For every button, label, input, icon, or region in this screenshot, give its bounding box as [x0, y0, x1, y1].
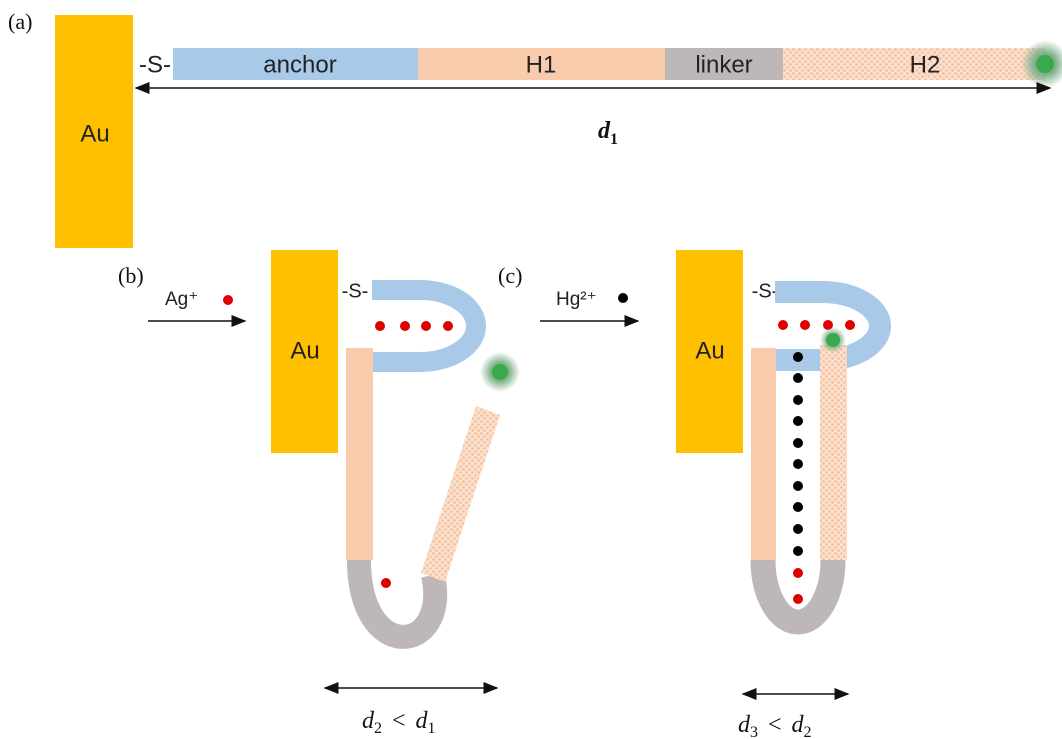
page: {"panel_a":{"label":"(a)","electrode":"A… [0, 0, 1062, 739]
body: (a) Au -S- anchor H1 linker H2 d1 (b) Ag… [0, 0, 1062, 739]
segment-label: linker [695, 51, 752, 78]
panel-label: (c) [498, 263, 522, 288]
ion-dot [618, 293, 628, 303]
operator: < [768, 712, 782, 738]
h1-segment [751, 348, 776, 560]
segment-label: H1 [526, 51, 557, 78]
distance-label: d1 [598, 118, 618, 148]
ion-dots [375, 321, 453, 331]
ion-label: Ag⁺ [165, 289, 198, 310]
fluorophore [826, 333, 840, 347]
h2-segment [820, 345, 847, 560]
segment-label: anchor [263, 51, 336, 78]
h1-segment [346, 348, 373, 560]
ion-dot [223, 295, 233, 305]
relation-label: d3<d2 [738, 712, 812, 739]
thiol-label: -S- [752, 280, 779, 302]
subscript: 3 [750, 724, 758, 739]
subscript: 2 [804, 724, 812, 739]
segment-label: H2 [910, 51, 941, 78]
ion-dots [793, 352, 803, 556]
relation-label: d2<d1 [362, 708, 436, 737]
h2-segment [421, 406, 500, 582]
electrode-label: Au [290, 337, 319, 364]
subscript: 1 [428, 720, 436, 737]
thiol-label: -S- [342, 280, 369, 302]
operator: < [392, 708, 406, 734]
ion-label: Hg²⁺ [556, 289, 597, 310]
diagram: (a) Au -S- anchor H1 linker H2 d1 (b) Ag… [0, 0, 1062, 739]
electrode-label: Au [695, 337, 724, 364]
fluorophore [1036, 55, 1054, 73]
electrode-label: Au [80, 120, 109, 147]
subscript: 1 [610, 131, 618, 148]
fluorophore [492, 364, 508, 380]
thiol-label: -S- [139, 51, 171, 78]
subscript: 2 [374, 720, 382, 737]
panel-label: (b) [118, 263, 144, 288]
panel-label: (a) [8, 9, 32, 34]
ion-dot [381, 578, 391, 588]
